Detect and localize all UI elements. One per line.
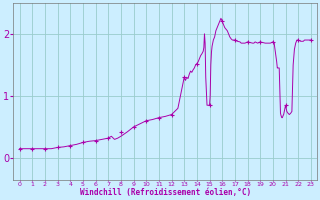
X-axis label: Windchill (Refroidissement éolien,°C): Windchill (Refroidissement éolien,°C): [80, 188, 251, 197]
